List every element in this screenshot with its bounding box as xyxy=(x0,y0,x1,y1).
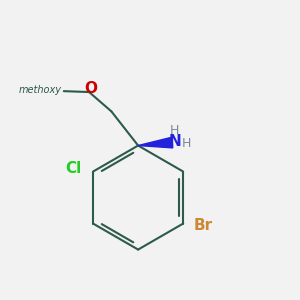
Text: N: N xyxy=(168,134,181,148)
Text: H: H xyxy=(170,124,179,137)
Text: methoxy: methoxy xyxy=(19,85,62,95)
Text: Br: Br xyxy=(194,218,213,232)
Text: Cl: Cl xyxy=(66,161,82,176)
Polygon shape xyxy=(138,137,173,148)
Text: H: H xyxy=(182,137,191,150)
Text: O: O xyxy=(84,81,97,96)
